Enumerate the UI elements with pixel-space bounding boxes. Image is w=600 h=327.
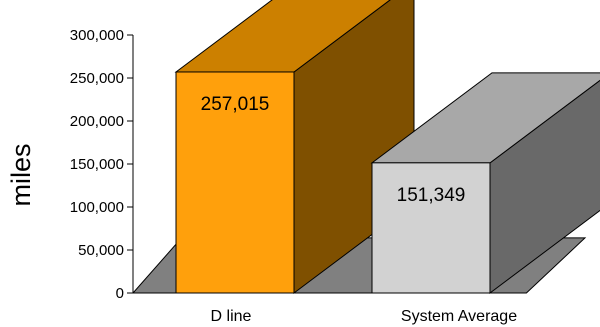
y-axis-title: miles	[6, 143, 36, 206]
y-tick-label: 150,000	[70, 156, 124, 173]
bar-data-label: 257,015	[201, 94, 270, 115]
y-axis: 0 50,000 100,000 150,000 200,000 250,000 300,0…	[70, 27, 133, 302]
y-tick-label: 50,000	[78, 242, 124, 259]
bar-data-label: 151,349	[397, 185, 466, 206]
y-tick-label: 0	[116, 285, 124, 302]
y-tick-label: 200,000	[70, 113, 124, 130]
category-labels: D line System Average	[211, 308, 518, 325]
category-label: D line	[211, 308, 252, 325]
bars: 257,015 151,349	[176, 0, 600, 293]
y-tick-label: 100,000	[70, 199, 124, 216]
y-tick-label: 250,000	[70, 70, 124, 87]
category-label: System Average	[401, 308, 517, 325]
bar-front	[372, 163, 490, 293]
y-tick-label: 300,000	[70, 27, 124, 44]
